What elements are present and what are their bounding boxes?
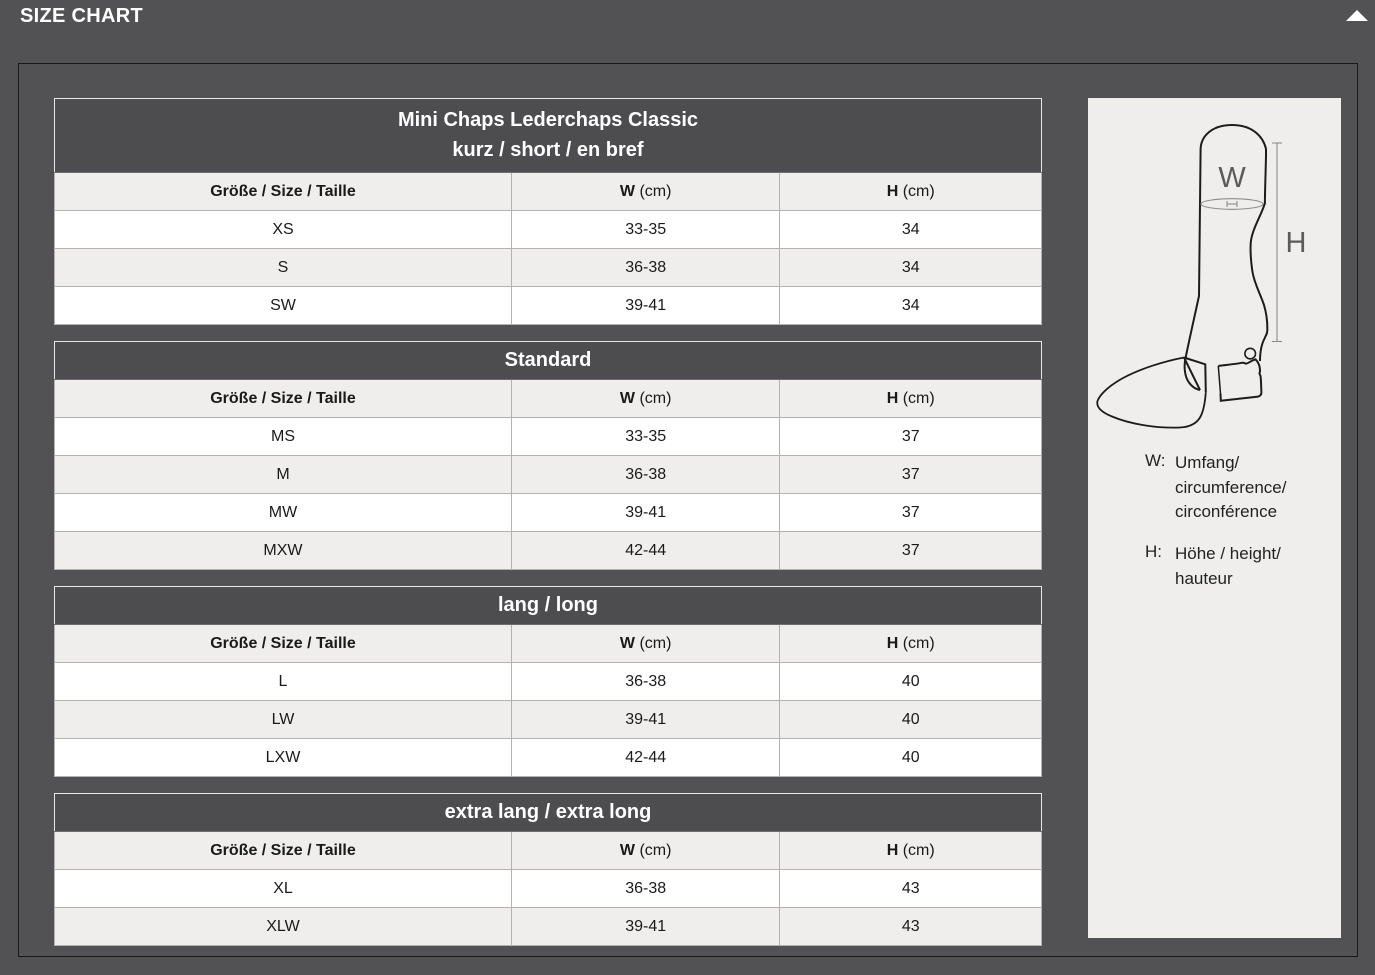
svg-text:W: W — [1218, 162, 1246, 194]
svg-text:H: H — [1286, 227, 1307, 259]
